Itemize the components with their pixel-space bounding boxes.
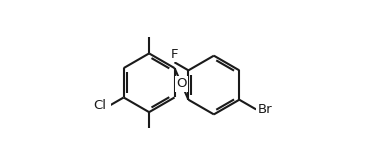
Text: Cl: Cl	[94, 99, 107, 112]
Text: F: F	[171, 48, 178, 61]
Text: Br: Br	[257, 103, 272, 116]
Text: O: O	[176, 77, 187, 90]
